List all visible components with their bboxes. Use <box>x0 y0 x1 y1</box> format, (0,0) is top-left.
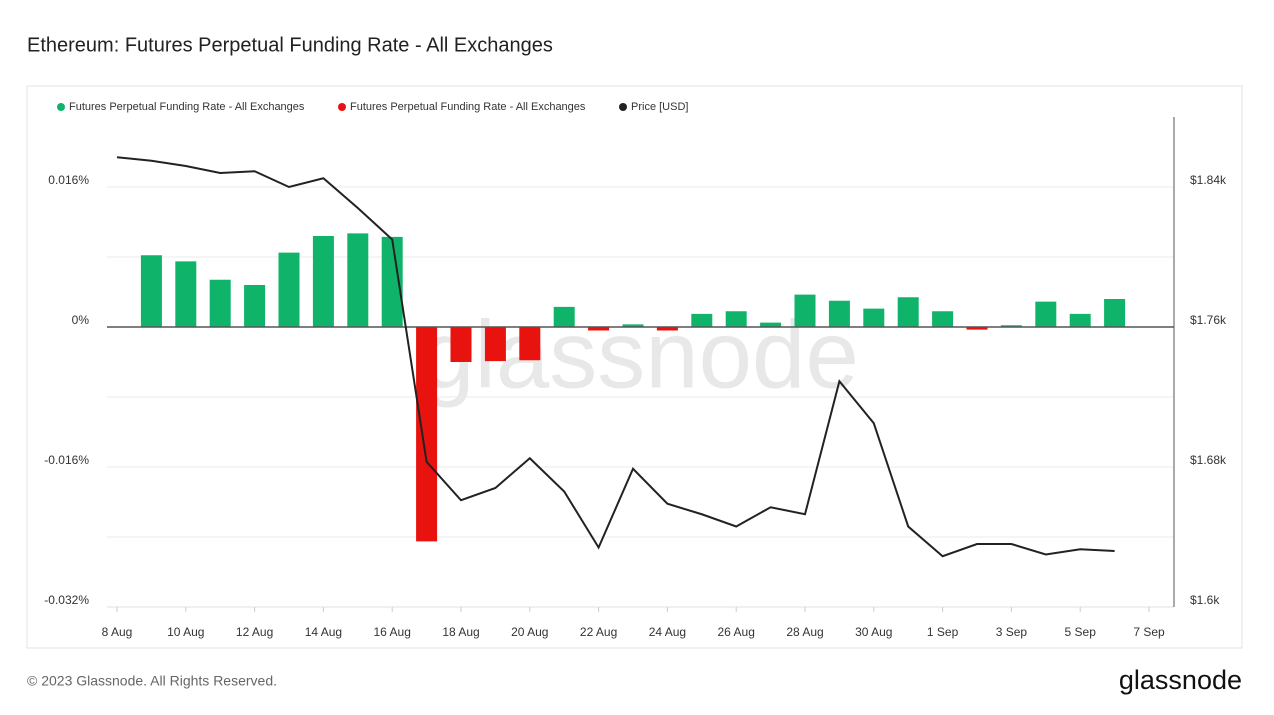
x-tick-label: 14 Aug <box>305 625 342 639</box>
x-tick-label: 7 Sep <box>1133 625 1165 639</box>
bar <box>450 327 472 362</box>
x-tick-label: 8 Aug <box>102 625 133 639</box>
y-tick-label: -0.016% <box>44 453 89 467</box>
bar <box>932 311 954 327</box>
bar <box>519 327 541 361</box>
bar <box>381 236 403 327</box>
brand-logo: glassnode <box>1119 665 1242 695</box>
x-tick-label: 18 Aug <box>442 625 479 639</box>
bar <box>347 233 369 327</box>
bar <box>794 294 816 327</box>
footer: © 2023 Glassnode. All Rights Reserved. <box>27 673 277 689</box>
x-tick-label: 12 Aug <box>236 625 273 639</box>
y-tick-label: 0% <box>72 313 90 327</box>
bar <box>760 322 782 327</box>
bar <box>1069 313 1091 327</box>
y-tick-label: 0.016% <box>48 173 89 187</box>
bar <box>140 255 162 327</box>
chart-frame <box>26 85 1243 649</box>
legend-marker <box>57 103 65 111</box>
bar <box>828 300 850 327</box>
x-tick-label: 24 Aug <box>649 625 686 639</box>
bar <box>209 279 231 327</box>
bar <box>656 327 678 331</box>
chart-title: Ethereum: Futures Perpetual Funding Rate… <box>27 34 553 56</box>
bar <box>416 327 438 542</box>
y2-tick-label: $1.6k <box>1190 593 1220 607</box>
bar <box>725 311 747 327</box>
x-tick-label: 16 Aug <box>374 625 411 639</box>
price-line <box>116 156 1115 558</box>
x-tick-label: 3 Sep <box>996 625 1028 639</box>
legend-marker <box>619 103 627 111</box>
bar <box>1000 325 1022 327</box>
y2-tick-label: $1.68k <box>1190 453 1227 467</box>
x-tick-label: 30 Aug <box>855 625 892 639</box>
y-tick-label: -0.032% <box>44 593 89 607</box>
bar <box>1035 301 1057 327</box>
legend-label: Futures Perpetual Funding Rate - All Exc… <box>350 101 586 113</box>
bar <box>312 236 334 327</box>
bar <box>553 306 575 327</box>
bar <box>691 313 713 327</box>
x-tick-label: 22 Aug <box>580 625 617 639</box>
bar <box>966 327 988 330</box>
bar <box>588 327 610 331</box>
bar <box>278 252 300 327</box>
legend-label: Futures Perpetual Funding Rate - All Exc… <box>69 101 305 113</box>
bar <box>897 297 919 327</box>
y2-tick-label: $1.84k <box>1190 173 1227 187</box>
x-tick-label: 10 Aug <box>167 625 204 639</box>
legend-label: Price [USD] <box>631 101 688 113</box>
x-tick-label: 5 Sep <box>1065 625 1097 639</box>
bar <box>622 324 644 327</box>
bar <box>175 261 197 327</box>
bar <box>244 285 266 327</box>
bar <box>484 327 506 362</box>
x-tick-label: 20 Aug <box>511 625 548 639</box>
y2-tick-label: $1.76k <box>1190 313 1227 327</box>
x-tick-label: 26 Aug <box>718 625 755 639</box>
bar <box>1104 299 1126 327</box>
bar <box>863 308 885 327</box>
legend-marker <box>338 103 346 111</box>
x-tick-label: 1 Sep <box>927 625 959 639</box>
x-tick-label: 28 Aug <box>786 625 823 639</box>
